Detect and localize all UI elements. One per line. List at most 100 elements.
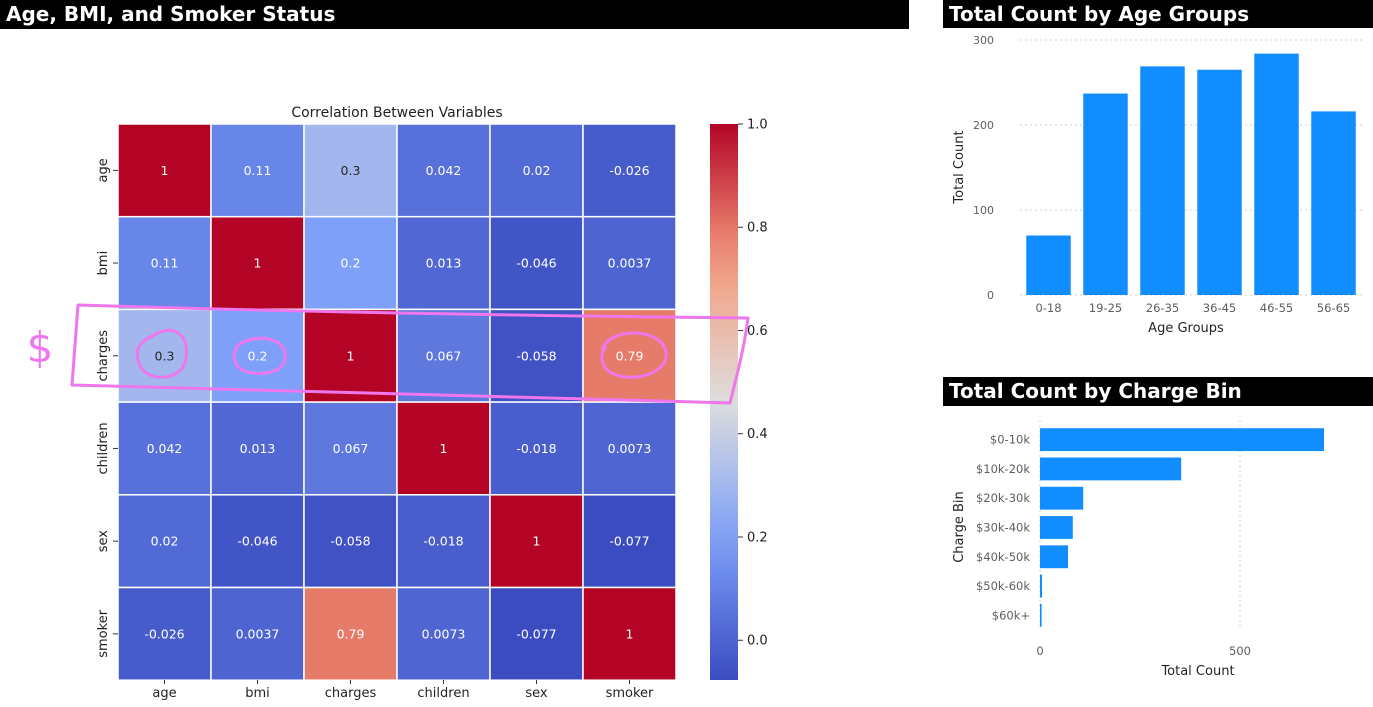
heatmap-x-tick-label: smoker xyxy=(606,686,654,701)
heatmap-cell xyxy=(210,308,305,403)
age-bar xyxy=(1026,235,1071,295)
left-panel-title: Age, BMI, and Smoker Status xyxy=(0,0,909,29)
heatmap-cell xyxy=(489,308,584,403)
heatmap-cell-label: 0.013 xyxy=(240,441,276,456)
heatmap-cell-label: 1 xyxy=(626,626,634,641)
heatmap-cell xyxy=(396,215,491,311)
heatmap-cell-label: 0.79 xyxy=(337,626,365,641)
heatmap-cell xyxy=(117,401,212,496)
age-panel-title: Total Count by Age Groups xyxy=(943,0,1373,28)
heatmap-cell xyxy=(210,586,305,681)
heatmap-cell-label: 0.11 xyxy=(151,256,179,271)
colorbar-tick-label: 0.0 xyxy=(747,634,768,649)
heatmap-cell-label: 0.0073 xyxy=(608,441,652,456)
heatmap-title: Correlation Between Variables xyxy=(291,105,502,121)
charge-bar xyxy=(1040,516,1073,539)
charge-bar xyxy=(1040,545,1068,569)
age-y-tick-label: 200 xyxy=(973,119,994,132)
charge-y-tick-label: $50k-60k xyxy=(976,579,1030,593)
highlight-circle-smoker xyxy=(600,331,668,379)
charge-y-tick-label: $0-10k xyxy=(990,433,1030,447)
heatmap-cell-label: 1 xyxy=(533,534,541,549)
age-y-tick-label: 300 xyxy=(973,34,994,47)
heatmap-cell-label: -0.018 xyxy=(516,441,556,456)
heatmap-y-tick-label: age xyxy=(96,158,111,182)
heatmap-cell-label: 0.0037 xyxy=(236,626,280,641)
heatmap-cell-label: 0.2 xyxy=(341,256,361,271)
heatmap-cell-label: 1 xyxy=(161,163,169,178)
charge-bar xyxy=(1040,457,1182,481)
heatmap-cell-label: 0.02 xyxy=(523,163,551,178)
age-x-tick-label: 56-65 xyxy=(1317,301,1350,315)
age-x-tick-label: 0-18 xyxy=(1035,301,1061,315)
age-y-tick-label: 0 xyxy=(987,289,994,302)
heatmap-cell-label: -0.046 xyxy=(516,256,556,271)
heatmap-cell xyxy=(303,494,398,589)
heatmap-cell-label: -0.058 xyxy=(330,534,370,549)
heatmap-cell xyxy=(489,401,584,496)
heatmap-cell xyxy=(582,123,677,218)
heatmap-cell xyxy=(582,401,677,496)
heatmap-cell-label: 0.0037 xyxy=(608,256,652,271)
age-x-tick-label: 36-45 xyxy=(1203,301,1236,315)
heatmap-cell xyxy=(210,494,305,589)
heatmap-cell-label: 0.042 xyxy=(426,163,462,178)
charge-y-tick-label: $10k-20k xyxy=(976,462,1030,476)
heatmap-cell-label: 0.0073 xyxy=(422,626,466,641)
colorbar-tick-label: 0.4 xyxy=(747,427,768,442)
age-bar xyxy=(1140,66,1185,295)
charge-y-tick-label: $30k-40k xyxy=(976,521,1030,535)
heatmap-cell-label: 0.013 xyxy=(426,256,462,271)
heatmap-cell-label: 0.042 xyxy=(147,441,183,456)
heatmap-cell xyxy=(396,401,491,496)
age-x-axis-label: Age Groups xyxy=(1148,321,1224,336)
heatmap-cell-label: -0.077 xyxy=(516,626,556,641)
charge-bar xyxy=(1040,486,1084,510)
heatmap-cell-label: 0.3 xyxy=(341,163,361,178)
charge-y-axis-label: Charge Bin xyxy=(952,491,967,563)
age-bar xyxy=(1197,69,1242,295)
heatmap-cell-label: 0.11 xyxy=(244,163,272,178)
charge-x-tick-label: 500 xyxy=(1229,644,1251,658)
heatmap-cell-label: 1 xyxy=(254,256,262,271)
heatmap-x-tick-label: sex xyxy=(525,686,548,701)
colorbar-tick-label: 1.0 xyxy=(747,118,768,133)
heatmap-cell xyxy=(582,586,677,681)
age-bar xyxy=(1254,53,1299,295)
age-bar xyxy=(1311,111,1356,296)
charge-y-tick-label: $40k-50k xyxy=(976,550,1030,564)
heatmap-y-tick-label: smoker xyxy=(96,609,111,657)
heatmap-y-tick-label: charges xyxy=(96,330,111,382)
heatmap-cell xyxy=(303,401,398,496)
age-x-tick-label: 19-25 xyxy=(1089,301,1122,315)
heatmap-cell-label: 1 xyxy=(347,348,355,363)
heatmap-cell-label: -0.026 xyxy=(609,163,649,178)
heatmap-cell-label: 0.3 xyxy=(155,348,175,363)
heatmap-cell-label: -0.018 xyxy=(423,534,463,549)
charge-y-tick-label: $60k+ xyxy=(992,608,1030,622)
heatmap-y-tick-label: bmi xyxy=(96,251,111,276)
charge-x-axis-label: Total Count xyxy=(1160,664,1234,679)
colorbar-tick-label: 0.2 xyxy=(747,530,768,545)
heatmap-cell xyxy=(210,123,305,218)
heatmap-x-tick-label: bmi xyxy=(245,686,270,701)
age-x-tick-label: 26-35 xyxy=(1146,301,1179,315)
highlight-circle-bmi xyxy=(232,336,287,376)
heatmap-cell-label: 0.067 xyxy=(333,441,369,456)
colorbar-tick-label: 0.8 xyxy=(747,221,768,236)
charge-bar xyxy=(1040,428,1324,452)
age-x-tick-label: 46-55 xyxy=(1260,301,1293,315)
heatmap-cell xyxy=(396,308,491,403)
heatmap-y-tick-label: children xyxy=(96,422,111,474)
charge-bar xyxy=(1040,603,1042,627)
charge-bar xyxy=(1040,574,1042,598)
heatmap-cell xyxy=(582,308,677,403)
charge-y-tick-label: $20k-30k xyxy=(976,491,1030,505)
heatmap-cell-label: -0.077 xyxy=(609,534,649,549)
heatmap-x-tick-label: age xyxy=(152,686,176,701)
heatmap-x-tick-label: charges xyxy=(325,686,377,701)
heatmap-cell-label: 0.79 xyxy=(616,348,644,363)
age-y-tick-label: 100 xyxy=(973,204,994,217)
heatmap-cell xyxy=(489,586,584,681)
highlight-circle-age xyxy=(135,328,188,379)
